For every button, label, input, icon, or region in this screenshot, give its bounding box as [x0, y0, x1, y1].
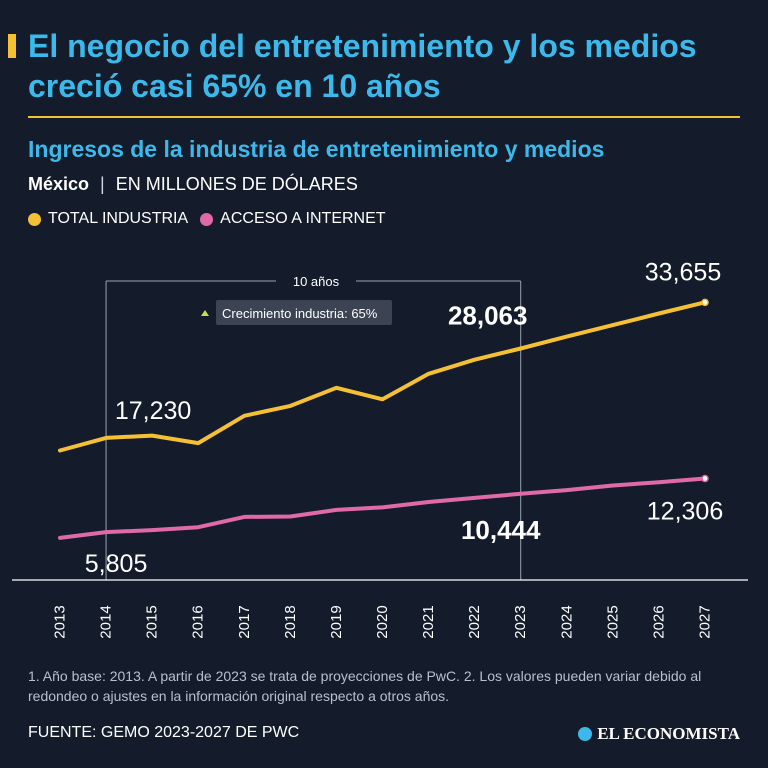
- accent-bar: [8, 34, 16, 58]
- data-label-1-1: 5,805: [85, 550, 148, 578]
- legend-dot-total-icon: [28, 212, 41, 226]
- series-line-acceso-internet: [58, 476, 707, 540]
- country-label: México: [28, 174, 90, 194]
- brand-logo: EL ECONOMISTA: [578, 724, 740, 744]
- x-tick-label-2021: 2021: [420, 605, 437, 638]
- data-label-0-10: 28,063: [448, 300, 528, 330]
- meta-separator: |: [100, 174, 105, 194]
- x-tick-label-2019: 2019: [328, 605, 345, 638]
- data-label-0-1: 17,230: [115, 397, 191, 425]
- x-tick-label-2014: 2014: [98, 605, 115, 638]
- x-tick-label-2022: 2022: [466, 605, 483, 638]
- x-tick-label-2025: 2025: [604, 605, 621, 638]
- legend-label-internet: ACCESO A INTERNET: [220, 210, 386, 227]
- legend-item-total: TOTAL INDUSTRIA: [28, 210, 188, 228]
- source-note: FUENTE: GEMO 2023-2027 DE PWC: [28, 724, 300, 741]
- x-tick-label-2013: 2013: [52, 605, 69, 638]
- brand-name: EL ECONOMISTA: [597, 724, 740, 743]
- headline: El negocio del entretenimiento y los med…: [28, 28, 697, 104]
- brand-icon: [578, 727, 593, 741]
- series-endpoint-total-industria: [701, 298, 709, 307]
- data-label-0-14: 33,655: [645, 258, 721, 286]
- x-tick-label-2018: 2018: [282, 605, 299, 638]
- x-tick-label-2023: 2023: [512, 605, 529, 638]
- growth-annotation-text: Crecimiento industria: 65%: [222, 306, 378, 321]
- title-divider: [28, 116, 740, 118]
- x-tick-label-2020: 2020: [374, 605, 391, 638]
- x-tick-label-2027: 2027: [697, 605, 714, 638]
- chart-subtitle: Ingresos de la industria de entretenimie…: [28, 136, 605, 162]
- x-tick-label-2024: 2024: [558, 605, 575, 638]
- x-tick-label-2016: 2016: [190, 605, 207, 638]
- footnote: 1. Año base: 2013. A partir de 2023 se t…: [28, 668, 702, 704]
- legend-item-internet: ACCESO A INTERNET: [200, 210, 386, 228]
- legend-dot-internet-icon: [200, 212, 214, 226]
- data-label-1-14: 12,306: [647, 497, 723, 525]
- growth-annotation-box: [216, 300, 392, 325]
- x-tick-label-2015: 2015: [144, 605, 161, 638]
- series-endpoint-acceso-internet: [701, 474, 709, 483]
- unit-label: EN MILLONES DE DÓLARES: [115, 174, 358, 194]
- chart-meta: México | EN MILLONES DE DÓLARES: [28, 174, 358, 195]
- legend: TOTAL INDUSTRIA ACCESO A INTERNET: [28, 210, 386, 228]
- x-tick-label-2026: 2026: [650, 605, 667, 638]
- bracket-label: 10 años: [293, 274, 340, 289]
- x-tick-label-2017: 2017: [236, 605, 253, 638]
- series-line-total-industria: [58, 300, 707, 453]
- legend-label-total: TOTAL INDUSTRIA: [48, 210, 189, 227]
- triangle-up-icon: [201, 310, 209, 316]
- data-label-1-10: 10,444: [461, 515, 541, 545]
